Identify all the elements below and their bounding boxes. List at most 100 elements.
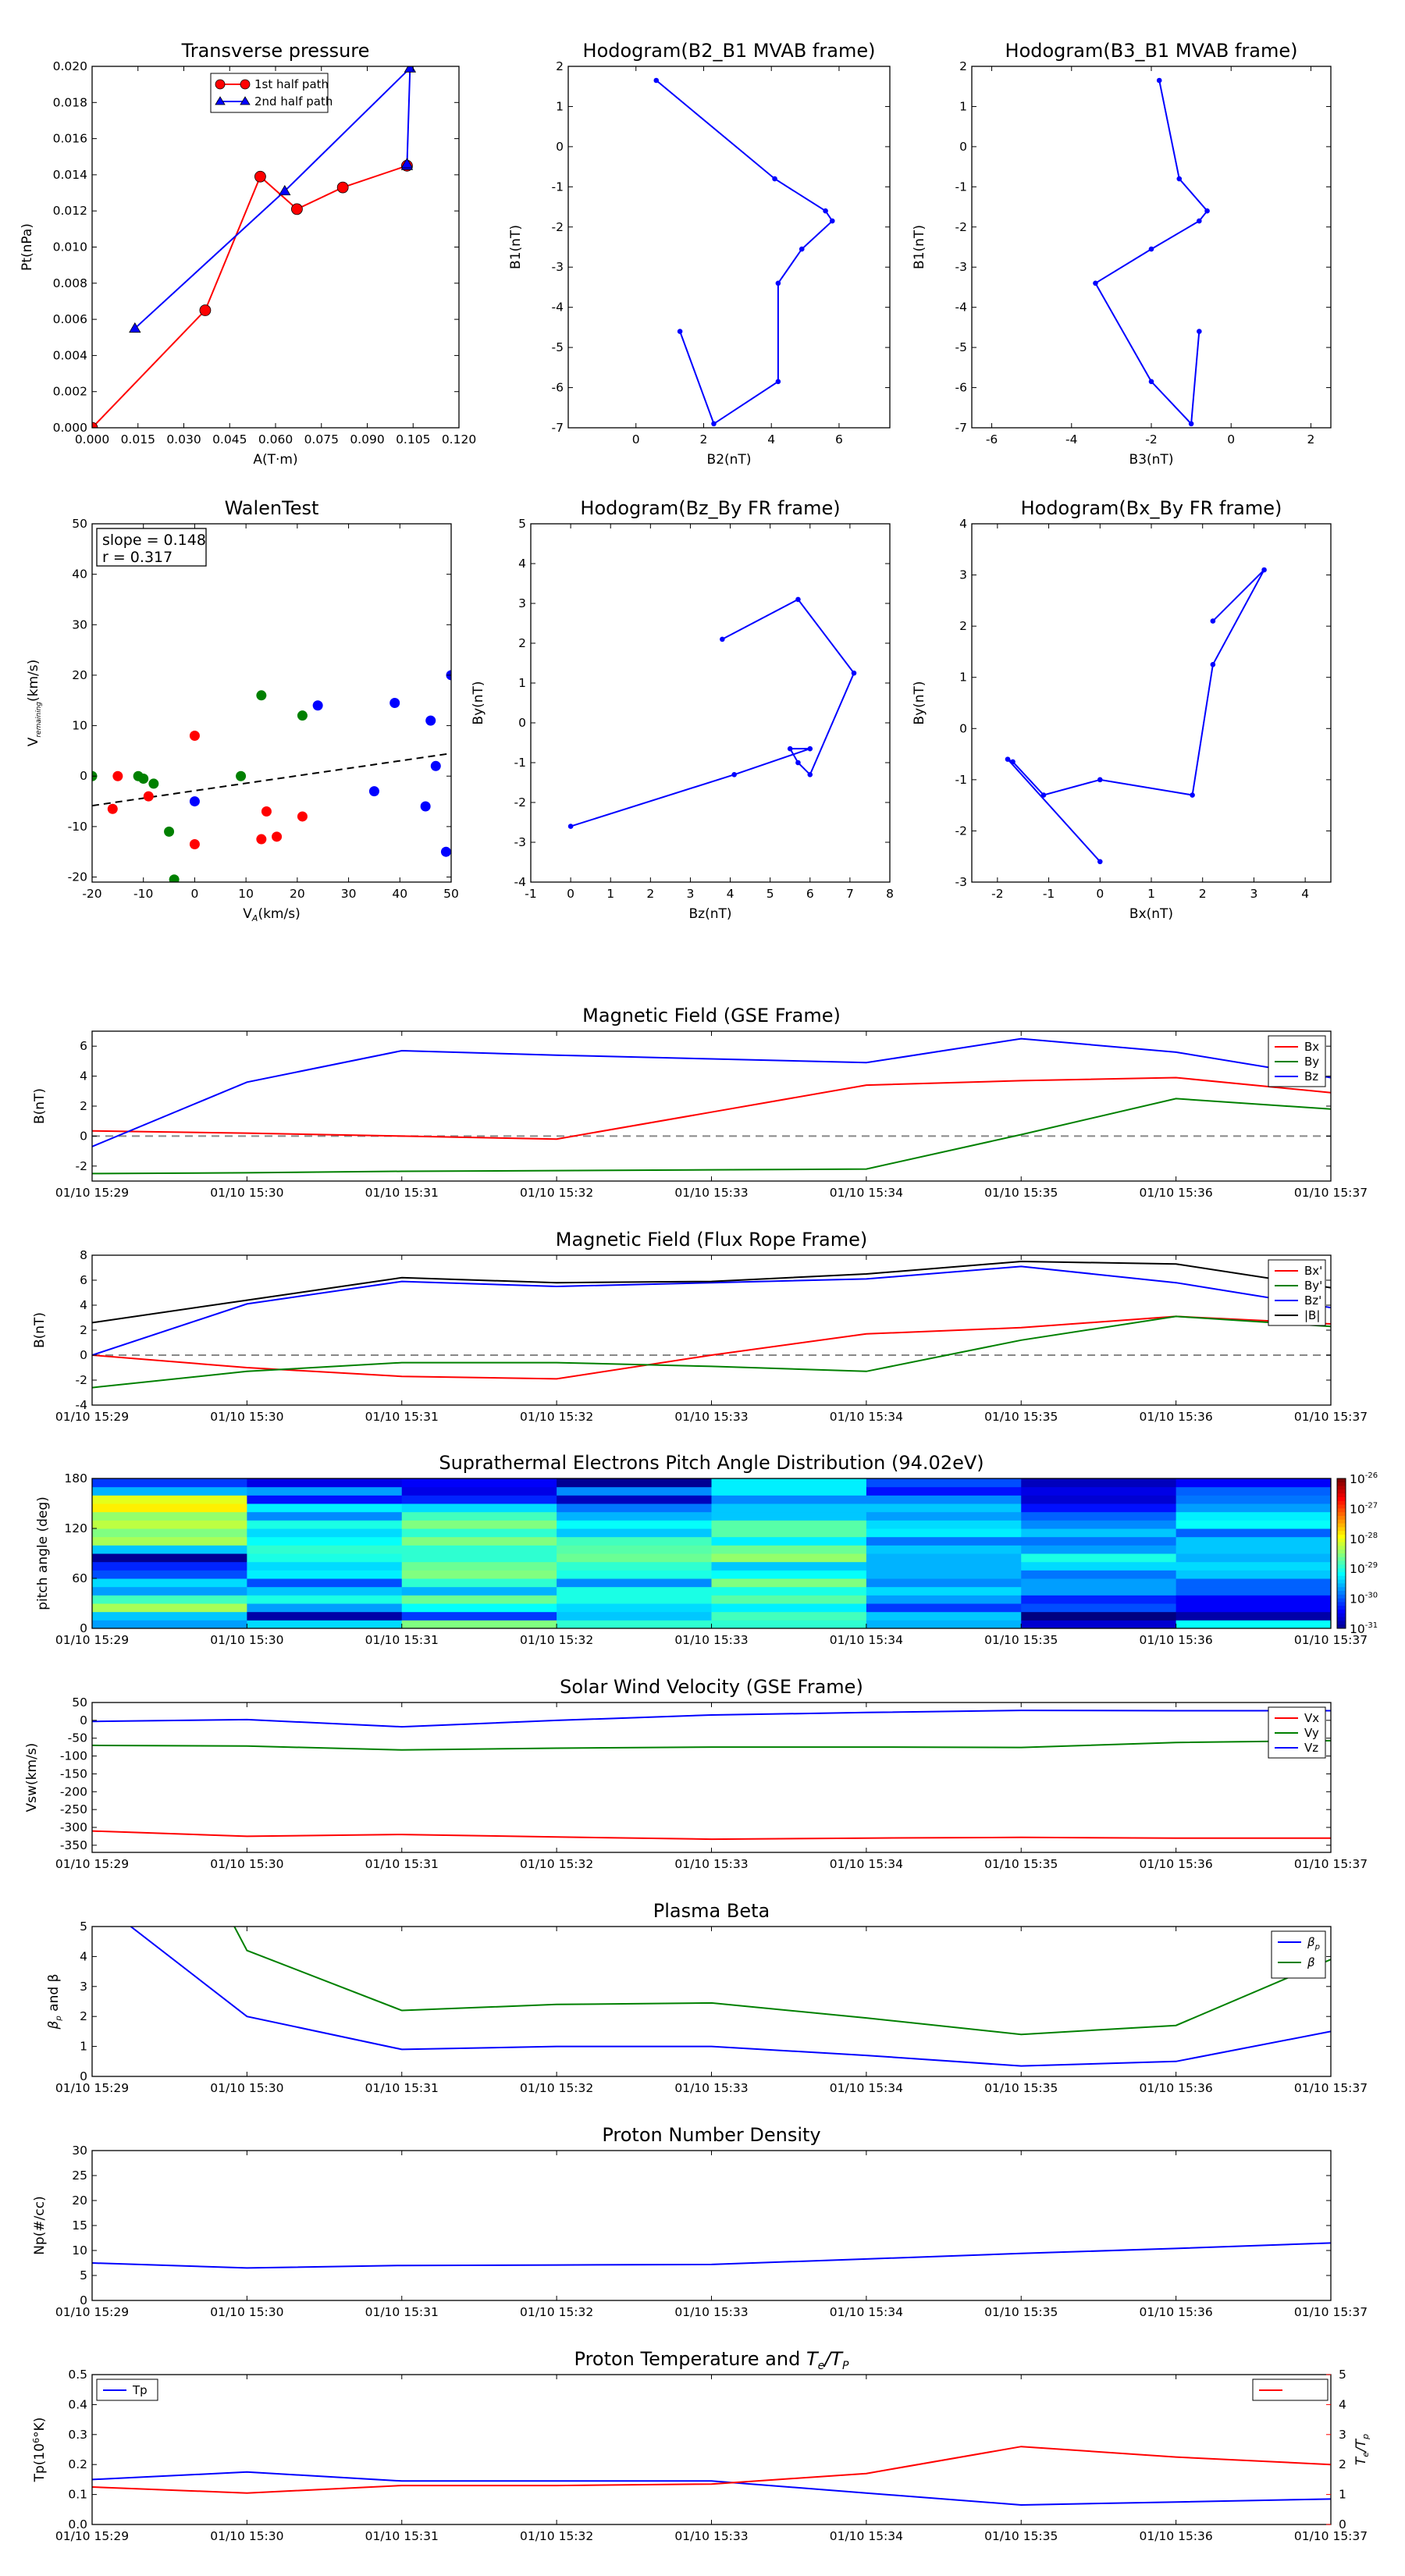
pad-title: Suprathermal Electrons Pitch Angle Distr… xyxy=(439,1452,984,1474)
bgse-chart: Magnetic Field (GSE Frame) 01/10 15:29 01/… xyxy=(32,1005,1368,1200)
walen-xtick-label: 30 xyxy=(341,887,357,901)
temp-y2label-sub2: p xyxy=(1361,2434,1371,2440)
temp-y2label-sub: e xyxy=(1361,2452,1371,2457)
pad-cell xyxy=(711,1553,867,1563)
pad-cell xyxy=(866,1495,1022,1504)
tp-legend-marker xyxy=(240,79,251,90)
temp-xtick-label: 01/10 15:33 xyxy=(674,2529,748,2543)
pad-cell xyxy=(711,1478,867,1488)
pad-cell xyxy=(401,1528,557,1538)
pad-cell xyxy=(92,1545,247,1554)
bfr-legend-label: Bz' xyxy=(1304,1293,1321,1308)
pad-cell xyxy=(557,1570,712,1579)
hzy-ytick-label: -3 xyxy=(514,835,526,849)
temp-xtick-label: 01/10 15:35 xyxy=(984,2529,1058,2543)
hzy-xtick-label: 7 xyxy=(846,887,854,901)
pad-cell xyxy=(711,1511,867,1521)
hzy-series-0-point xyxy=(807,772,813,777)
h31-ytick-label: -1 xyxy=(955,180,967,194)
bfr-ytick-label: 8 xyxy=(80,1248,87,1262)
walen-ylabel: Vremaining(km/s) xyxy=(26,660,43,747)
tp-plot-area xyxy=(92,66,417,428)
pad-cell xyxy=(247,1603,403,1613)
hzy-ytick-label: 4 xyxy=(518,557,526,571)
pad-cell xyxy=(1021,1578,1177,1588)
temp-plot-area xyxy=(92,2446,1331,2507)
pad-colorbar-step xyxy=(1337,1583,1346,1588)
pad-cell xyxy=(401,1495,557,1504)
pad-colorbar-frame xyxy=(1336,1478,1346,1629)
walen-series-1-point xyxy=(297,710,308,721)
hzy-ytick-label: 3 xyxy=(518,596,526,610)
np-xtick-label: 01/10 15:29 xyxy=(55,2305,129,2319)
pad-colorbar-step xyxy=(1337,1587,1346,1592)
walen-series-1-point xyxy=(256,690,267,701)
h31-series-0-line xyxy=(1094,80,1208,426)
bgse-ytick-label: 0 xyxy=(80,1129,87,1143)
tp-xlabel: A(T·m) xyxy=(253,452,297,468)
hzy-ytick-label: 1 xyxy=(518,676,526,690)
hzy-series-0-point xyxy=(787,745,793,752)
walen-series-0-point xyxy=(143,791,154,802)
pad-colorbar-step xyxy=(1337,1572,1346,1577)
pad-colorbar-step xyxy=(1337,1553,1346,1558)
pad-cell xyxy=(711,1545,867,1554)
h31-ytick-label: -3 xyxy=(955,260,967,274)
walen-series-0-point xyxy=(189,731,200,742)
pad-cell xyxy=(92,1495,247,1504)
pad-cell xyxy=(557,1536,712,1546)
pad-cell xyxy=(711,1528,867,1538)
walen-series-2-point xyxy=(420,801,431,812)
pad-cell xyxy=(247,1486,403,1496)
pad-colorbar-label-exp: -31 xyxy=(1365,1621,1378,1630)
np-ytick-label: 15 xyxy=(72,2218,87,2233)
bfr-series-1-line xyxy=(92,1315,1331,1389)
pad-cell xyxy=(866,1553,1022,1563)
pad-cell xyxy=(247,1553,403,1563)
hzy-series-0-line xyxy=(570,598,855,827)
walen-series-2-point xyxy=(425,715,436,726)
bfr-ylabel: B(nT) xyxy=(32,1312,48,1348)
beta-series-0-line xyxy=(129,1927,1331,2067)
beta-ylabel: βp and β xyxy=(46,1974,63,2030)
pad-colorbar-step xyxy=(1337,1535,1346,1539)
pad-cell xyxy=(1021,1586,1177,1596)
pad-cell xyxy=(866,1478,1022,1488)
pad-cell xyxy=(247,1586,403,1596)
temp-ytick-label: 0.3 xyxy=(68,2428,87,2442)
vsw-ytick-label: -50 xyxy=(68,1731,87,1745)
tp-chart: Transverse pressure 0.000 0.015 0.030 0.045 0… xyxy=(20,40,476,468)
hzy-series-0-point xyxy=(567,824,574,829)
bfr-ytick-label: 2 xyxy=(80,1323,87,1337)
np-xtick-label: 01/10 15:30 xyxy=(210,2305,283,2319)
pad-xtick-label: 01/10 15:33 xyxy=(674,1633,748,1647)
np-xtick-label: 01/10 15:32 xyxy=(520,2305,593,2319)
vsw-xtick-label: 01/10 15:29 xyxy=(55,1857,129,1871)
hxy-xtick-label: 2 xyxy=(1199,887,1207,901)
pad-cell xyxy=(1176,1495,1332,1504)
hxy-series-0-point xyxy=(1097,777,1103,783)
pad-cell xyxy=(401,1478,557,1488)
bfr-axes-frame xyxy=(91,1254,1332,1406)
walen-series-1-point xyxy=(148,778,159,789)
tp-xtick-label: 0.045 xyxy=(212,432,247,447)
bfr-xtick-label: 01/10 15:31 xyxy=(365,1410,439,1424)
pad-colorbar-label: 10-27 xyxy=(1350,1501,1378,1516)
bfr-ytick-label: 6 xyxy=(80,1273,87,1287)
pad-cell xyxy=(1021,1495,1177,1504)
pad-cell xyxy=(92,1561,247,1571)
h31-chart: Hodogram(B3_B1 MVAB frame) -6 -4 -2 0 2 -7 -6 -5… xyxy=(912,40,1332,468)
h31-xtick-label: -6 xyxy=(986,432,998,447)
beta-axes-frame xyxy=(91,1926,1332,2077)
h21-series-0-point xyxy=(775,280,781,286)
walen-xtick-label: -20 xyxy=(82,887,101,901)
tp-xtick-label: 0.000 xyxy=(75,432,109,447)
pad-cell xyxy=(1176,1520,1332,1529)
pad-colorbar-step xyxy=(1337,1557,1346,1562)
walen-slope-label: slope = 0.148 xyxy=(102,532,206,549)
beta-ytick-label: 2 xyxy=(80,2009,87,2023)
tp-series-0-point xyxy=(199,304,212,316)
tp-series-0-point xyxy=(336,181,349,194)
pad-cell xyxy=(1176,1603,1332,1613)
vsw-ylabel: Vsw(km/s) xyxy=(24,1743,40,1813)
